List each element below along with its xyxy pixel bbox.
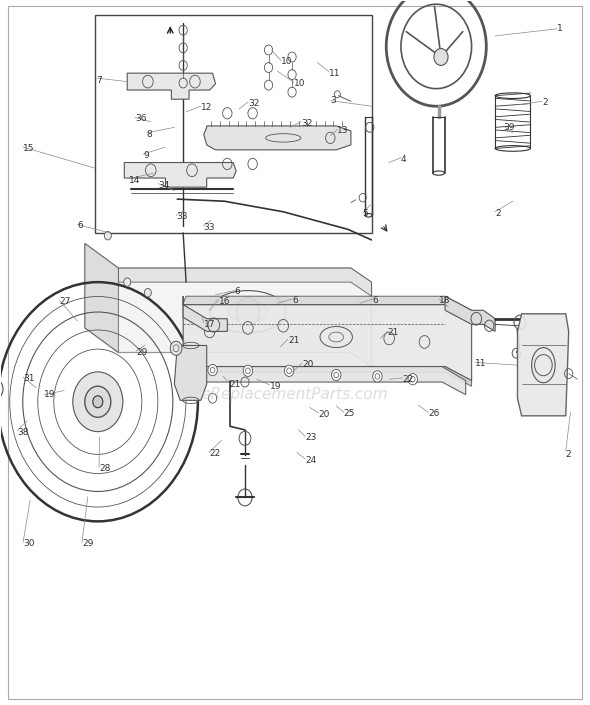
Circle shape xyxy=(332,369,341,381)
Polygon shape xyxy=(180,354,466,395)
Text: 1: 1 xyxy=(557,25,563,33)
Text: 33: 33 xyxy=(176,212,188,221)
Text: eReplacementParts.com: eReplacementParts.com xyxy=(202,387,388,403)
Text: 29: 29 xyxy=(82,539,93,548)
Text: 2: 2 xyxy=(566,450,571,459)
Text: 22: 22 xyxy=(403,375,414,384)
Circle shape xyxy=(145,288,152,297)
Polygon shape xyxy=(127,73,215,99)
Circle shape xyxy=(208,364,217,376)
Text: 27: 27 xyxy=(60,298,71,307)
Polygon shape xyxy=(85,243,372,367)
Circle shape xyxy=(124,278,131,286)
Text: 10: 10 xyxy=(294,79,305,88)
Text: 11: 11 xyxy=(329,68,340,78)
Text: 32: 32 xyxy=(248,99,259,108)
Polygon shape xyxy=(183,296,471,319)
Text: 13: 13 xyxy=(337,126,349,135)
Text: 3: 3 xyxy=(330,96,336,105)
Polygon shape xyxy=(119,268,372,296)
Text: 34: 34 xyxy=(159,180,170,190)
Text: 5: 5 xyxy=(363,209,368,218)
Circle shape xyxy=(408,374,418,385)
Text: 12: 12 xyxy=(201,103,212,112)
Text: 2: 2 xyxy=(495,209,501,218)
Circle shape xyxy=(373,371,382,382)
Text: 8: 8 xyxy=(147,130,152,139)
Circle shape xyxy=(73,372,123,431)
Circle shape xyxy=(170,341,182,355)
Text: 24: 24 xyxy=(305,455,316,465)
Text: 2: 2 xyxy=(542,98,548,107)
Bar xyxy=(95,15,372,233)
Text: 21: 21 xyxy=(288,336,299,345)
Text: 9: 9 xyxy=(143,151,149,160)
Polygon shape xyxy=(183,367,471,386)
Text: 38: 38 xyxy=(17,427,29,436)
Text: 19: 19 xyxy=(270,382,281,391)
Text: 6: 6 xyxy=(77,221,83,231)
Text: 20: 20 xyxy=(319,410,330,419)
Circle shape xyxy=(93,396,103,407)
Circle shape xyxy=(243,365,253,376)
Text: 25: 25 xyxy=(344,409,355,418)
Polygon shape xyxy=(124,163,236,187)
Text: 29: 29 xyxy=(136,348,148,357)
Text: 20: 20 xyxy=(302,360,313,369)
Text: 6: 6 xyxy=(234,288,240,297)
Text: 4: 4 xyxy=(401,154,407,164)
Text: 26: 26 xyxy=(428,409,440,418)
Circle shape xyxy=(236,298,260,326)
Text: 15: 15 xyxy=(23,144,35,153)
Text: 39: 39 xyxy=(503,123,515,132)
Circle shape xyxy=(85,386,111,417)
Circle shape xyxy=(0,379,3,399)
Text: 11: 11 xyxy=(475,360,487,368)
Text: 33: 33 xyxy=(203,223,215,232)
Text: 23: 23 xyxy=(305,433,316,442)
Polygon shape xyxy=(174,345,206,400)
Text: 19: 19 xyxy=(44,390,55,399)
Polygon shape xyxy=(445,296,495,331)
Text: 7: 7 xyxy=(97,75,103,85)
Polygon shape xyxy=(204,126,351,150)
Text: 31: 31 xyxy=(23,374,35,383)
Circle shape xyxy=(284,365,294,376)
Text: 18: 18 xyxy=(439,296,451,305)
Text: 28: 28 xyxy=(99,464,110,473)
Text: 6: 6 xyxy=(373,296,378,305)
Text: 32: 32 xyxy=(301,118,312,128)
Polygon shape xyxy=(517,314,569,416)
Polygon shape xyxy=(183,296,227,331)
Text: 6: 6 xyxy=(292,296,298,305)
Text: 14: 14 xyxy=(129,176,140,185)
Circle shape xyxy=(434,49,448,66)
Text: 16: 16 xyxy=(218,297,230,306)
Text: 36: 36 xyxy=(135,114,146,123)
Text: 22: 22 xyxy=(209,449,220,458)
Text: 21: 21 xyxy=(229,380,241,388)
Polygon shape xyxy=(183,305,471,381)
Text: 30: 30 xyxy=(23,539,35,548)
Polygon shape xyxy=(85,243,119,352)
Text: 10: 10 xyxy=(281,57,293,66)
Text: 17: 17 xyxy=(204,320,215,329)
Circle shape xyxy=(104,231,112,240)
Text: 21: 21 xyxy=(388,329,399,337)
